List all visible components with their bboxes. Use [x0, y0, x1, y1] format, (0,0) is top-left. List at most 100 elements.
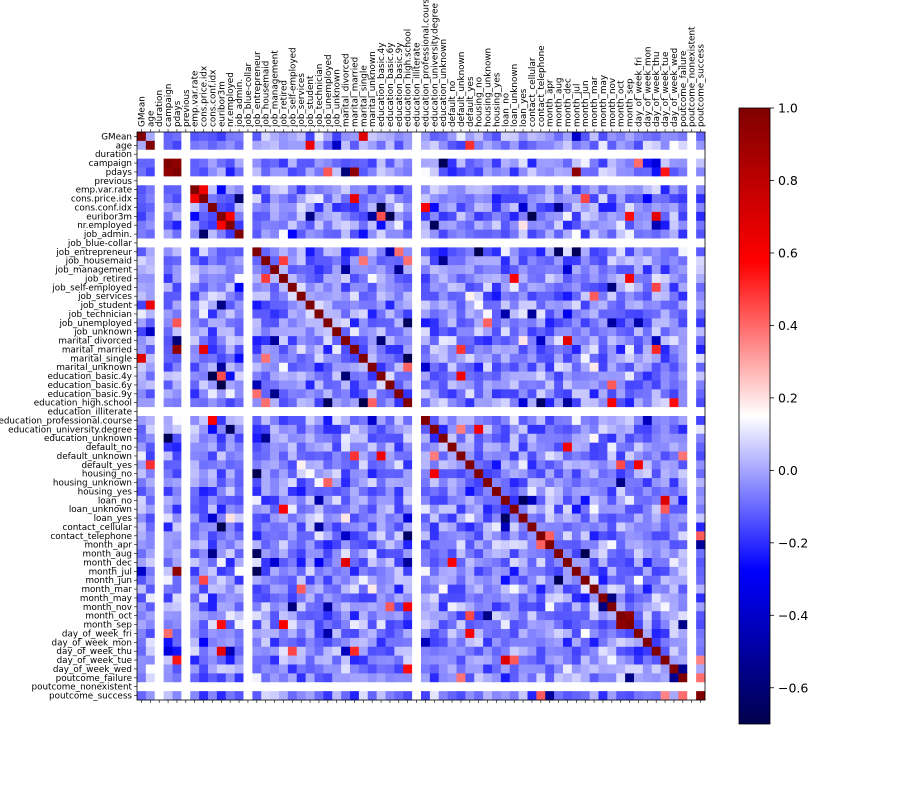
heatmap-cell: [137, 238, 147, 248]
heatmap-cell: [199, 611, 209, 621]
heatmap-cell: [145, 540, 156, 550]
heatmap-cell: [261, 416, 271, 426]
heatmap-cell: [172, 194, 182, 204]
heatmap-cell: [465, 407, 475, 417]
heatmap-cell: [580, 611, 590, 621]
heatmap-cell: [571, 655, 582, 665]
heatmap-cell: [500, 336, 511, 346]
heatmap-cell: [447, 549, 457, 559]
heatmap-cell: [163, 371, 173, 381]
heatmap-cell: [216, 256, 227, 266]
heatmap-cell: [518, 203, 528, 213]
heatmap-cell: [323, 149, 333, 159]
heatmap-cell: [181, 220, 191, 230]
heatmap-cell: [545, 291, 555, 301]
heatmap-cell: [358, 620, 369, 630]
heatmap-cell: [642, 380, 653, 390]
heatmap-cell: [625, 575, 635, 585]
heatmap-cell: [412, 549, 422, 559]
heatmap-cell: [447, 247, 457, 257]
heatmap-cell: [154, 655, 164, 665]
heatmap-cell: [145, 167, 156, 177]
y-tick-label: housing_unknown: [53, 479, 132, 489]
heatmap-cell: [616, 398, 626, 408]
heatmap-cell: [314, 336, 324, 346]
heatmap-cell: [314, 522, 324, 532]
heatmap-cell: [474, 256, 484, 266]
heatmap-cell: [216, 637, 227, 648]
heatmap-cell: [252, 504, 262, 514]
heatmap-cell: [527, 504, 537, 514]
heatmap-cell: [199, 389, 209, 399]
heatmap-cell: [163, 460, 173, 470]
heatmap-cell: [651, 362, 661, 372]
heatmap-cell: [696, 282, 706, 293]
heatmap-cell: [483, 540, 493, 550]
heatmap-cell: [314, 478, 324, 488]
heatmap-cell: [261, 478, 271, 488]
heatmap-cell: [332, 371, 342, 381]
heatmap-cell: [358, 158, 369, 168]
heatmap-cell: [580, 371, 590, 381]
heatmap-cell: [634, 682, 644, 692]
heatmap-cell: [181, 451, 191, 461]
y-tick-label: job_student: [80, 301, 133, 311]
heatmap-cell: [500, 176, 511, 186]
heatmap-cell: [305, 531, 315, 541]
heatmap-cell: [367, 691, 377, 701]
heatmap-cell: [625, 185, 635, 195]
heatmap-cell: [563, 416, 573, 426]
heatmap-cell: [545, 691, 555, 701]
heatmap-cell: [625, 584, 635, 594]
heatmap-cell: [234, 185, 244, 195]
heatmap-cell: [163, 300, 173, 310]
heatmap-cell: [500, 371, 511, 381]
heatmap-cell: [429, 637, 440, 648]
heatmap-cell: [403, 451, 413, 461]
heatmap-cell: [234, 167, 244, 177]
heatmap-cell: [687, 282, 697, 293]
heatmap-cell: [465, 433, 475, 443]
heatmap-cell: [571, 238, 582, 248]
heatmap-cell: [500, 327, 511, 337]
heatmap-cell: [172, 495, 182, 506]
heatmap-cell: [145, 602, 156, 612]
heatmap-cell: [216, 353, 227, 364]
heatmap-cell: [447, 451, 457, 461]
heatmap-cell: [474, 371, 484, 381]
heatmap-cell: [190, 265, 200, 275]
heatmap-cell: [350, 389, 360, 399]
heatmap-cell: [554, 487, 564, 497]
heatmap-cell: [607, 611, 617, 621]
heatmap-cell: [225, 158, 235, 168]
heatmap-cell: [199, 646, 209, 656]
heatmap-cell: [252, 691, 262, 701]
heatmap-cell: [580, 336, 590, 346]
heatmap-cell: [421, 637, 431, 648]
heatmap-cell: [456, 132, 466, 142]
heatmap-cell: [696, 256, 706, 266]
heatmap-cell: [341, 620, 351, 630]
heatmap-cell: [678, 522, 688, 532]
heatmap-cell: [234, 637, 244, 648]
heatmap-cell: [580, 575, 590, 585]
heatmap-cell: [669, 451, 679, 461]
heatmap-cell: [660, 495, 670, 506]
heatmap-cell: [305, 132, 315, 142]
heatmap-cell: [252, 584, 262, 594]
heatmap-cell: [447, 478, 457, 488]
heatmap-cell: [456, 522, 466, 532]
heatmap-cell: [598, 274, 608, 284]
heatmap-cell: [394, 655, 404, 665]
heatmap-cell: [296, 371, 306, 381]
heatmap-cell: [607, 336, 617, 346]
heatmap-cell: [332, 487, 342, 497]
heatmap-cell: [580, 256, 590, 266]
heatmap-cell: [598, 327, 608, 337]
heatmap-cell: [492, 256, 502, 266]
heatmap-cell: [536, 256, 546, 266]
heatmap-cell: [421, 451, 431, 461]
heatmap-cell: [181, 424, 191, 435]
heatmap-cell: [465, 140, 475, 151]
heatmap-cell: [261, 158, 271, 168]
